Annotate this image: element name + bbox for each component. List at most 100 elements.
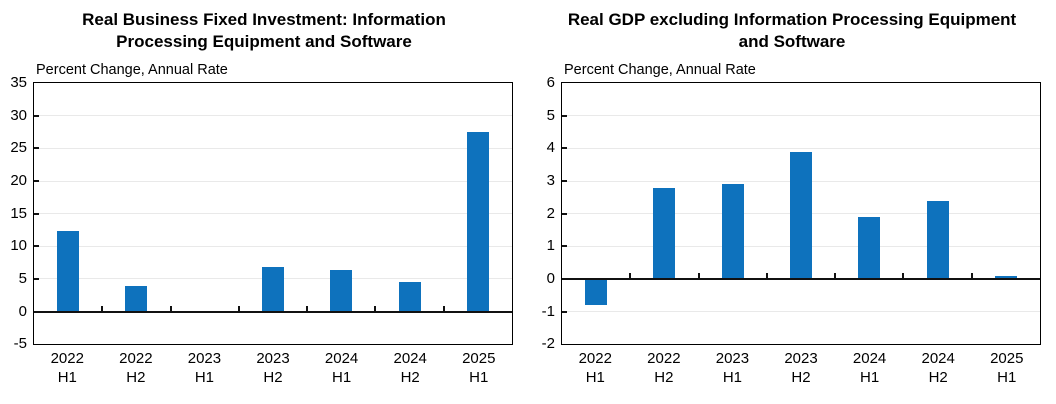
x-category-label: 2022 H1 [561,349,630,387]
gridline [34,213,512,215]
y-tick-label: -1 [541,302,555,320]
x-category-label: 2024 H2 [904,349,973,387]
bar-2023-H2 [262,266,284,312]
x-label-half: H1 [57,369,77,387]
plot-area [33,82,513,346]
bar-2023-H2 [790,151,812,279]
bar-2025-H1 [994,275,1017,279]
x-tick-mark [765,272,768,279]
x-tick-mark [306,305,309,312]
x-category-label: 2022 H2 [630,349,699,387]
y-tick-mark [34,180,39,183]
zero-axis-line [562,277,1040,280]
x-label-year: 2024 [921,350,955,368]
y-tick-label: 0 [18,302,27,320]
x-label-half: H1 [997,369,1017,387]
y-tick-label: -2 [541,335,555,353]
gridline [34,245,512,247]
x-category-label: 2022 H1 [33,349,102,387]
x-tick-mark [442,305,445,312]
chart-panel-gdp-ex-ipes: Real GDP excluding Information Processin… [528,0,1056,404]
x-label-year: 2025 [990,350,1024,368]
y-tick-mark [34,114,39,117]
bar-2024-H1 [858,216,881,279]
x-category-label: 2024 H2 [376,349,445,387]
x-label-year: 2022 [647,350,681,368]
y-tick-mark [34,277,39,280]
x-label-half: H1 [585,369,605,387]
y-tick-label: 30 [10,106,27,124]
x-label-half: H2 [928,369,948,387]
x-axis: 2022 H1 2022 H2 2023 H1 2023 H2 2024 H1 2024 H2 2025… [33,349,513,387]
chart-title: Real Business Fixed Investment: Informat… [82,10,446,52]
x-label-year: 2022 [119,350,153,368]
bar-2022-H2 [125,286,148,312]
gridline [34,180,512,182]
x-category-label: 2024 H1 [307,349,376,387]
gridline [34,115,512,117]
x-label-year: 2023 [784,350,818,368]
y-tick-label: 6 [546,74,555,92]
x-tick-mark [834,272,837,279]
x-label-half: H1 [332,369,352,387]
y-tick-label: 15 [10,204,27,222]
bar-2024-H2 [926,200,949,279]
bar-2022-H2 [653,187,676,279]
bar-2023-H1 [721,184,744,279]
gridline [562,311,1040,313]
gridline [34,147,512,149]
y-tick-mark [562,310,567,313]
y-tick-mark [562,212,567,215]
bar-2022-H1 [57,230,80,312]
x-label-half: H1 [860,369,880,387]
y-tick-label: -5 [13,335,27,353]
y-tick-mark [562,147,567,150]
x-label-half: H2 [400,369,420,387]
plot-row: -2 -1 0 1 2 3 4 5 6 [528,74,1056,352]
chart-title: Real GDP excluding Information Processin… [567,10,1017,52]
x-tick-mark [629,272,632,279]
y-tick-label: 3 [546,172,555,190]
x-category-label: 2023 H2 [239,349,308,387]
x-category-label: 2024 H1 [835,349,904,387]
y-tick-mark [34,245,39,248]
x-label-year: 2022 [578,350,612,368]
x-category-label: 2023 H1 [170,349,239,387]
gridline [562,147,1040,149]
y-tick-label: 0 [546,269,555,287]
axis-unit-note: Percent Change, Annual Rate [564,62,756,79]
x-tick-mark [101,305,104,312]
x-axis: 2022 H1 2022 H2 2023 H1 2023 H2 2024 H1 2024 H2 2025… [561,349,1041,387]
x-label-year: 2024 [393,350,427,368]
x-label-year: 2023 [715,350,750,368]
y-axis: -5 0 5 10 15 20 25 30 35 [0,74,33,352]
bar-2024-H1 [330,270,353,312]
y-tick-mark [562,245,567,248]
x-label-year: 2025 [462,350,496,368]
y-tick-label: 5 [546,106,555,124]
bar-2024-H2 [398,282,421,312]
y-tick-mark [562,114,567,117]
bar-2025-H1 [466,132,489,312]
y-axis: -2 -1 0 1 2 3 4 5 6 [528,74,561,352]
x-tick-mark [237,305,240,312]
x-label-year: 2022 [50,350,84,368]
x-tick-mark [697,272,700,279]
x-label-year: 2024 [324,350,359,368]
x-label-half: H2 [263,369,283,387]
x-category-label: 2023 H1 [698,349,767,387]
x-label-year: 2023 [256,350,290,368]
axis-unit-note: Percent Change, Annual Rate [36,62,228,79]
x-label-half: H2 [654,369,674,387]
y-tick-mark [34,147,39,150]
y-tick-label: 2 [546,204,555,222]
x-category-label: 2022 H2 [102,349,171,387]
zero-axis-line [34,310,512,313]
bar-2022-H1 [585,278,608,306]
x-label-year: 2024 [852,350,887,368]
y-tick-label: 25 [10,139,27,157]
gridline [562,115,1040,117]
x-label-half: H2 [791,369,811,387]
x-label-half: H1 [469,369,489,387]
plot-area [561,82,1041,346]
